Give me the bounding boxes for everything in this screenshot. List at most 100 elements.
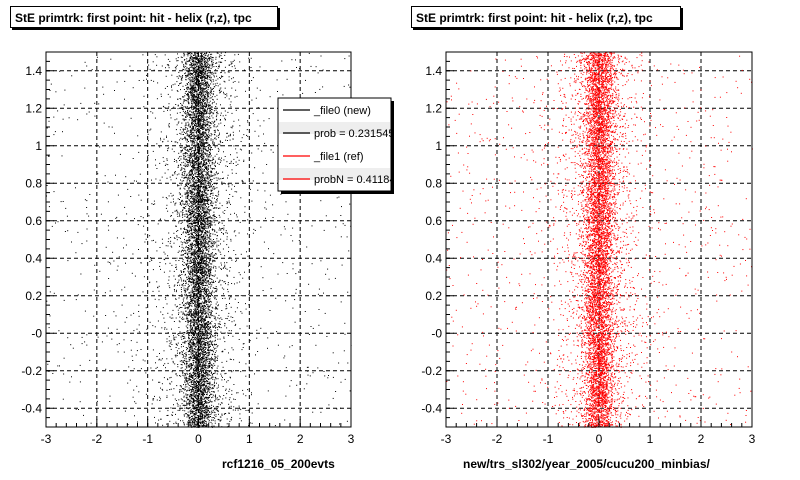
left-point [185, 273, 186, 275]
left-point [167, 58, 169, 60]
left-point [206, 169, 208, 171]
left-point [115, 217, 117, 219]
left-point [346, 236, 348, 238]
left-point [182, 206, 184, 208]
left-point [153, 80, 155, 82]
left-point [202, 231, 204, 233]
left-point [205, 174, 207, 176]
left-point [198, 102, 199, 104]
left-point [171, 381, 173, 383]
left-point [231, 390, 233, 392]
left-point [184, 112, 186, 114]
left-point [207, 232, 209, 234]
left-point [206, 97, 207, 99]
left-point [206, 372, 207, 374]
left-point [202, 129, 204, 131]
left-point [183, 355, 185, 357]
left-point [192, 421, 193, 422]
left-point [187, 110, 189, 111]
left-point [190, 185, 192, 187]
left-point [200, 224, 202, 226]
left-point [193, 344, 195, 346]
left-point [185, 166, 187, 168]
left-point [194, 116, 196, 118]
left-point [192, 386, 194, 388]
left-point [200, 94, 202, 95]
left-point [187, 148, 189, 150]
left-point [204, 69, 206, 71]
left-point [137, 421, 138, 423]
left-point [206, 327, 208, 329]
left-point [196, 89, 198, 91]
left-point [202, 238, 204, 240]
left-point [106, 335, 108, 337]
left-point [189, 187, 191, 189]
left-point [200, 250, 202, 252]
left-point [214, 274, 216, 276]
left-point [204, 233, 206, 235]
left-point [217, 410, 219, 412]
left-point [193, 394, 195, 396]
left-point [210, 413, 212, 415]
left-point [196, 334, 198, 336]
left-point [205, 248, 207, 250]
left-point [208, 68, 210, 70]
left-point [198, 347, 200, 349]
left-point [205, 78, 207, 79]
left-point [195, 111, 197, 113]
left-point [346, 420, 348, 422]
left-point [191, 302, 193, 304]
left-point [206, 370, 208, 372]
left-point [210, 94, 212, 96]
left-point [209, 225, 211, 227]
left-point [209, 255, 211, 257]
left-point [205, 273, 207, 275]
left-point [207, 253, 209, 255]
left-point [194, 79, 196, 81]
left-point [224, 297, 226, 299]
left-point [206, 372, 208, 374]
left-point [194, 100, 195, 102]
left-point [180, 164, 182, 166]
left-point [239, 130, 240, 132]
left-point [205, 257, 207, 259]
left-point [202, 102, 204, 104]
left-point [184, 295, 186, 297]
left-point [177, 305, 178, 307]
left-point [195, 396, 197, 398]
left-point [188, 334, 190, 335]
left-point [197, 408, 199, 410]
left-point [197, 397, 199, 399]
left-point [162, 389, 164, 391]
left-point [49, 90, 51, 91]
left-point [189, 223, 191, 225]
left-point [188, 125, 190, 127]
left-point [204, 337, 206, 339]
left-point [116, 269, 118, 271]
left-point [204, 409, 206, 411]
left-point [196, 368, 198, 370]
left-point [188, 187, 190, 189]
left-point [188, 248, 190, 250]
left-point [197, 146, 198, 148]
left-point [200, 345, 202, 347]
left-point [199, 315, 201, 317]
left-point [204, 366, 206, 368]
left-point [172, 194, 174, 196]
left-point [202, 124, 204, 126]
left-point [256, 329, 258, 331]
left-point [199, 110, 201, 112]
left-point [208, 66, 209, 68]
left-point [238, 81, 240, 83]
left-point [204, 142, 206, 144]
left-point [207, 375, 209, 377]
left-point [218, 304, 219, 306]
left-point [189, 155, 190, 157]
left-point [210, 204, 212, 206]
left-point [188, 337, 190, 338]
left-point [347, 291, 349, 293]
left-point [211, 106, 213, 108]
left-point [223, 227, 225, 229]
left-point [204, 64, 206, 66]
left-point [209, 384, 211, 386]
